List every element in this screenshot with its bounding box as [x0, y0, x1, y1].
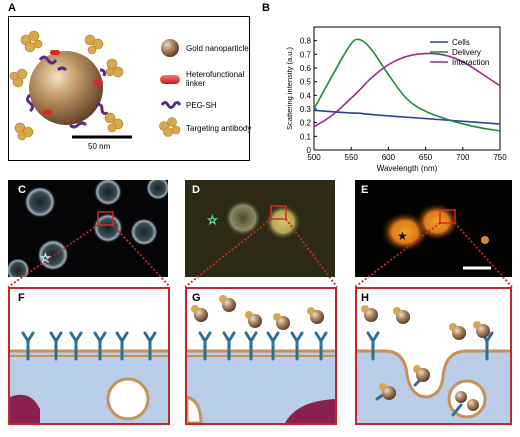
series-line-cells	[313, 109, 501, 125]
schematic-interaction	[355, 287, 512, 425]
nanoparticle-group	[361, 305, 490, 411]
x-tick-label: 750	[493, 153, 507, 162]
panel-h-letter: H	[361, 292, 369, 304]
y-tick-label: 0	[307, 146, 312, 155]
panel-c-letter: C	[18, 184, 26, 196]
y-tick-label: 0.4	[300, 91, 312, 100]
legend-label-antibody: Targeting antibody	[186, 124, 252, 133]
plot-frame	[313, 26, 501, 151]
receptor-group	[198, 331, 328, 361]
legend-label-peg-sh: PEG-SH	[186, 101, 217, 110]
x-tick-label: 600	[382, 153, 396, 162]
darkfield-image-delivery: ☆	[185, 180, 335, 277]
schematic-cells	[8, 287, 170, 425]
legend-label-cells: Cells	[452, 38, 470, 47]
panel-f-letter: F	[18, 292, 25, 304]
x-axis-label: Wavelength (nm)	[377, 164, 438, 173]
panel-a-legend-box	[8, 16, 250, 161]
x-tick-label: 550	[345, 153, 359, 162]
y-tick-label: 0.3	[300, 105, 312, 114]
y-axis-label: Scattering intensity (a.u.)	[285, 47, 294, 130]
x-tick-label: 700	[456, 153, 470, 162]
star-marker: ☆	[40, 251, 51, 265]
y-tick-label: 0.1	[300, 132, 312, 141]
legend-label-delivery: Delivery	[452, 48, 481, 57]
x-tick-label: 500	[307, 153, 321, 162]
y-tick-label: 0.6	[300, 64, 312, 73]
receptor-group	[21, 331, 157, 361]
panel-g-letter: G	[192, 292, 201, 304]
darkfield-image-cells: ☆	[8, 180, 168, 277]
receptor-group	[366, 331, 494, 417]
x-tick-label: 650	[419, 153, 433, 162]
y-tick-label: 0.8	[300, 37, 312, 46]
y-tick-label: 0.2	[300, 119, 312, 128]
highlight-box	[97, 211, 114, 226]
scale-bar-label: 50 nm	[88, 142, 111, 151]
star-marker: ☆	[207, 213, 218, 227]
legend-label-linker: Heterofunctional linker	[186, 70, 245, 88]
star-marker: ★	[397, 229, 408, 243]
legend-label-interaction: Interaction	[452, 58, 489, 67]
schematic-delivery	[185, 287, 337, 425]
nanoparticle-group	[191, 295, 324, 330]
series-line-interaction	[313, 52, 501, 128]
highlight-box	[270, 205, 287, 220]
highlight-box	[439, 209, 456, 224]
panel-e-letter: E	[361, 184, 369, 196]
series-line-delivery	[313, 38, 501, 132]
y-tick-label: 0.7	[300, 50, 312, 59]
panel-d-letter: D	[192, 184, 200, 196]
legend-label-gold-nanoparticle: Gold nanoparticle	[186, 44, 249, 53]
scattering-spectrum-chart: 500 550 600 650 700 750 0 0.1 0.2 0.3 0.4 0.5 0.6 0.7…	[285, 26, 507, 173]
y-tick-label: 0.5	[300, 78, 312, 87]
darkfield-image-interaction: ★	[355, 180, 512, 277]
panel-b-letter: B	[262, 2, 270, 14]
panel-a-letter: A	[8, 2, 16, 14]
